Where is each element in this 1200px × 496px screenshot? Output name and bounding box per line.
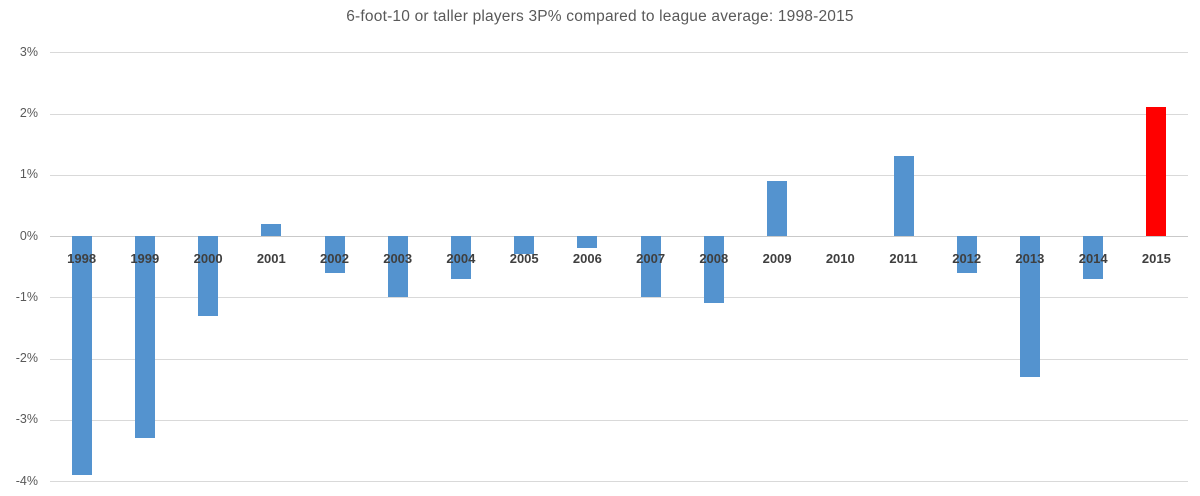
y-axis-tick-label: -3%: [15, 412, 38, 427]
bar-2001: [261, 223, 282, 237]
gridline: [50, 481, 1188, 483]
bar-2012: [956, 236, 977, 273]
x-axis-tick-label: 2009: [762, 251, 792, 267]
x-axis-tick-label: 2004: [446, 251, 476, 267]
y-axis-tick-label: -1%: [15, 289, 38, 304]
bar-1999: [134, 236, 155, 439]
bar-2009: [767, 180, 788, 236]
gridline: [50, 419, 1188, 421]
gridline: [50, 358, 1188, 360]
bar-2003: [387, 236, 408, 298]
bar-2008: [703, 236, 724, 304]
x-axis-tick-label: 2014: [1078, 251, 1108, 267]
bar-2014: [1083, 236, 1104, 279]
x-axis-tick-label: 1999: [130, 251, 160, 267]
bar-1998: [71, 236, 92, 475]
y-axis-tick-label: 3%: [19, 44, 38, 59]
x-axis-tick-label: 1998: [67, 251, 97, 267]
bar-2005: [514, 236, 535, 255]
x-axis-tick-label: 2015: [1141, 251, 1171, 267]
y-axis-tick-label: 2%: [19, 106, 38, 121]
x-axis-tick-label: 2001: [256, 251, 286, 267]
y-axis-tick-label: 1%: [19, 167, 38, 182]
bar-2013: [1019, 236, 1040, 377]
bar-2000: [198, 236, 219, 316]
gridline: [50, 174, 1188, 176]
chart-title: 6-foot-10 or taller players 3P% compared…: [346, 8, 854, 25]
bar-2015: [1146, 107, 1167, 236]
bar-2002: [324, 236, 345, 273]
y-axis-tick-label: -2%: [15, 351, 38, 366]
y-axis-tick-label: -4%: [15, 473, 38, 488]
bar-2007: [640, 236, 661, 298]
x-axis-tick-label: 2008: [699, 251, 729, 267]
x-axis-tick-label: 2011: [889, 251, 918, 267]
x-axis-tick-label: 2013: [1015, 251, 1045, 267]
bar-2004: [450, 236, 471, 279]
x-axis-tick-label: 2010: [825, 251, 855, 267]
bar-2011: [893, 156, 914, 236]
x-axis-tick-label: 2007: [636, 251, 666, 267]
y-axis-tick-label: 0%: [19, 228, 38, 243]
x-axis-tick-label: 2003: [383, 251, 413, 267]
bar-2006: [577, 236, 598, 249]
x-axis-tick-label: 2012: [952, 251, 982, 267]
x-axis-tick-label: 2006: [572, 251, 602, 267]
x-axis-tick-label: 2002: [320, 251, 349, 267]
gridline: [50, 52, 1188, 54]
x-axis-tick-label: 2005: [509, 251, 539, 267]
gridline: [50, 113, 1188, 115]
gridline: [50, 297, 1188, 299]
zero-axis-line: [50, 236, 1188, 238]
x-axis-tick-label: 2000: [193, 251, 223, 267]
